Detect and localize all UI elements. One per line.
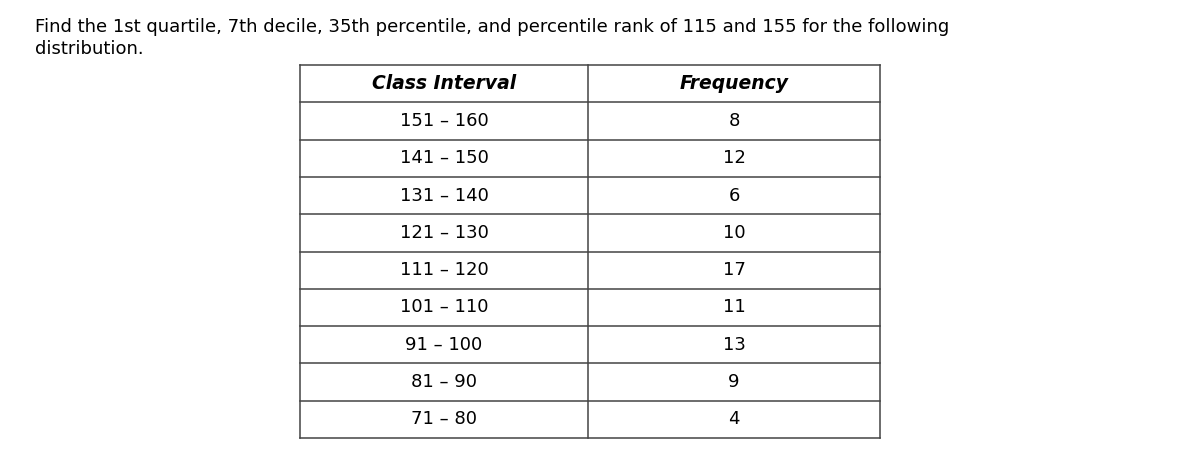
- Text: 4: 4: [728, 410, 740, 428]
- Text: 12: 12: [723, 149, 746, 167]
- Text: 121 – 130: 121 – 130: [400, 224, 488, 242]
- Text: 111 – 120: 111 – 120: [400, 261, 488, 279]
- Text: 141 – 150: 141 – 150: [400, 149, 488, 167]
- Text: 101 – 110: 101 – 110: [400, 299, 488, 317]
- Text: 10: 10: [723, 224, 746, 242]
- Text: Frequency: Frequency: [680, 74, 789, 93]
- Text: Class Interval: Class Interval: [372, 74, 517, 93]
- Text: 9: 9: [728, 373, 740, 391]
- Text: 71 – 80: 71 – 80: [412, 410, 477, 428]
- Text: distribution.: distribution.: [35, 40, 143, 58]
- Text: 81 – 90: 81 – 90: [412, 373, 477, 391]
- Text: 8: 8: [728, 112, 740, 130]
- Text: 13: 13: [723, 336, 746, 354]
- Text: 91 – 100: 91 – 100: [406, 336, 483, 354]
- Text: 151 – 160: 151 – 160: [400, 112, 488, 130]
- Text: Find the 1st quartile, 7th decile, 35th percentile, and percentile rank of 115 a: Find the 1st quartile, 7th decile, 35th …: [35, 18, 950, 36]
- Text: 6: 6: [728, 186, 740, 205]
- Text: 11: 11: [723, 299, 746, 317]
- Text: 17: 17: [723, 261, 746, 279]
- Text: 131 – 140: 131 – 140: [400, 186, 488, 205]
